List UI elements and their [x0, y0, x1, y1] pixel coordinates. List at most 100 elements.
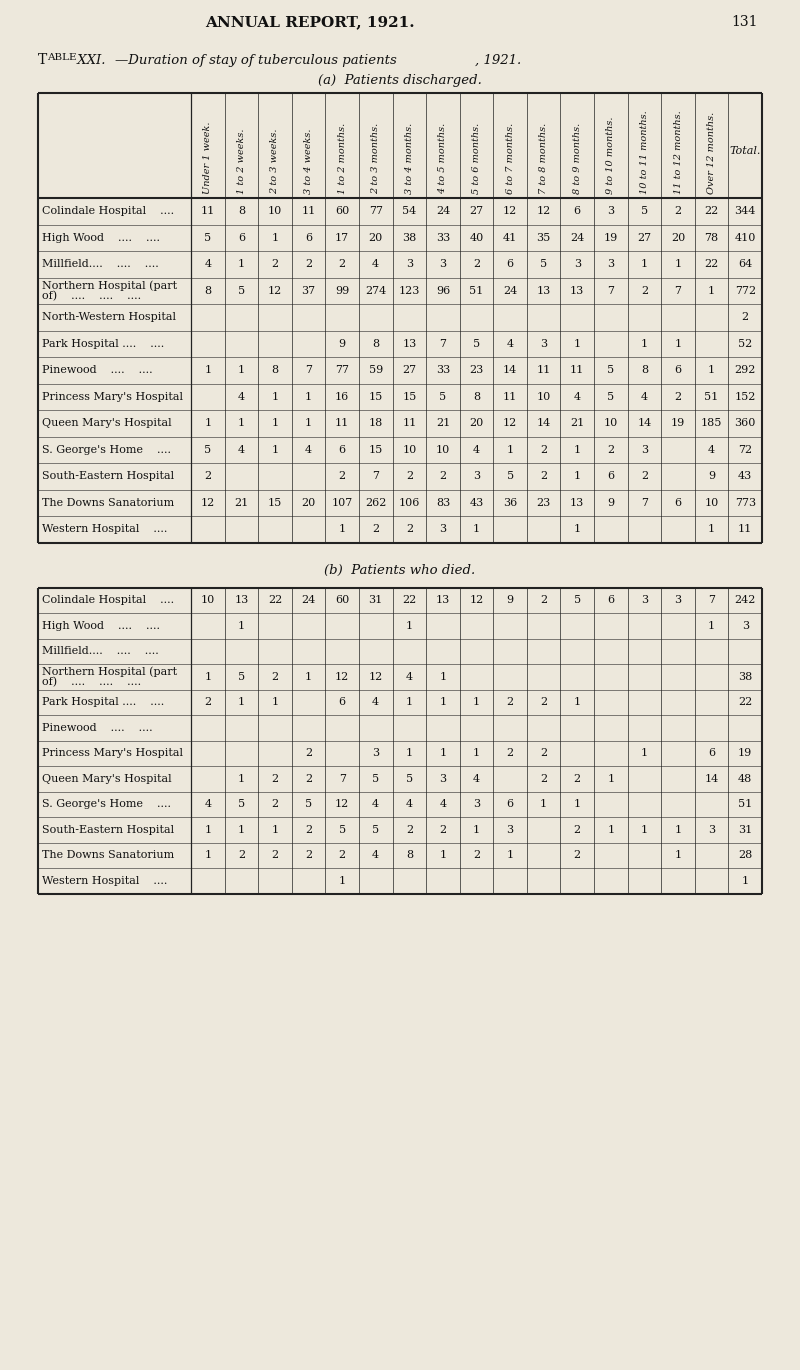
Text: 21: 21 — [436, 418, 450, 429]
Text: 6: 6 — [506, 799, 514, 810]
Text: 21: 21 — [234, 497, 249, 508]
Text: 7: 7 — [708, 595, 715, 606]
Text: 2: 2 — [439, 471, 446, 481]
Text: 131: 131 — [732, 15, 758, 29]
Text: 77: 77 — [335, 366, 349, 375]
Text: 8: 8 — [372, 338, 379, 349]
Text: 15: 15 — [402, 392, 417, 401]
Text: 6: 6 — [708, 748, 715, 758]
Text: 1: 1 — [204, 418, 211, 429]
Text: 52: 52 — [738, 338, 752, 349]
Text: Queen Mary's Hospital: Queen Mary's Hospital — [42, 418, 172, 429]
Text: 242: 242 — [734, 595, 756, 606]
Text: 12: 12 — [470, 595, 484, 606]
Text: 5: 5 — [406, 774, 413, 784]
Text: 40: 40 — [470, 233, 484, 242]
Text: 292: 292 — [734, 366, 756, 375]
Text: 18: 18 — [369, 418, 383, 429]
Text: 6: 6 — [674, 497, 682, 508]
Text: 2: 2 — [271, 671, 278, 682]
Text: 5: 5 — [305, 799, 312, 810]
Text: S. George's Home    ....: S. George's Home .... — [42, 799, 171, 810]
Text: 5: 5 — [607, 392, 614, 401]
Text: 1: 1 — [473, 697, 480, 707]
Text: 12: 12 — [369, 671, 383, 682]
Text: 107: 107 — [331, 497, 353, 508]
Text: 2: 2 — [271, 799, 278, 810]
Text: 2 to 3 months.: 2 to 3 months. — [371, 123, 380, 195]
Text: 1: 1 — [271, 392, 278, 401]
Text: 1: 1 — [674, 338, 682, 349]
Text: Northern Hospital (part: Northern Hospital (part — [42, 279, 177, 290]
Text: 2: 2 — [473, 851, 480, 860]
Text: 43: 43 — [738, 471, 752, 481]
Text: 6: 6 — [338, 697, 346, 707]
Text: 2: 2 — [305, 774, 312, 784]
Text: 3 to 4 weeks.: 3 to 4 weeks. — [304, 129, 313, 195]
Text: 1: 1 — [406, 748, 413, 758]
Text: 3: 3 — [674, 595, 682, 606]
Text: 11: 11 — [503, 392, 518, 401]
Text: 14: 14 — [537, 418, 551, 429]
Text: 1 to 2 months.: 1 to 2 months. — [338, 123, 346, 195]
Text: 185: 185 — [701, 418, 722, 429]
Text: 12: 12 — [537, 207, 551, 216]
Text: 1: 1 — [338, 875, 346, 886]
Text: 2: 2 — [540, 471, 547, 481]
Text: 51: 51 — [705, 392, 718, 401]
Text: 12: 12 — [335, 799, 350, 810]
Text: 1: 1 — [338, 525, 346, 534]
Text: 2: 2 — [238, 851, 245, 860]
Text: 8: 8 — [271, 366, 278, 375]
Text: 1: 1 — [204, 851, 211, 860]
Text: 4: 4 — [406, 671, 413, 682]
Text: 17: 17 — [335, 233, 350, 242]
Text: Over 12 months.: Over 12 months. — [707, 112, 716, 195]
Text: XXI.: XXI. — [73, 53, 106, 67]
Text: 24: 24 — [503, 286, 518, 296]
Text: 3 to 4 months.: 3 to 4 months. — [405, 123, 414, 195]
Text: 772: 772 — [734, 286, 756, 296]
Text: 410: 410 — [734, 233, 756, 242]
Text: 51: 51 — [738, 799, 752, 810]
Text: 33: 33 — [436, 366, 450, 375]
Text: 1: 1 — [271, 418, 278, 429]
Text: 6: 6 — [506, 259, 514, 270]
Text: 54: 54 — [402, 207, 417, 216]
Text: 59: 59 — [369, 366, 383, 375]
Text: 4: 4 — [204, 799, 211, 810]
Text: 4: 4 — [204, 259, 211, 270]
Text: 3: 3 — [406, 259, 413, 270]
Text: 1: 1 — [641, 748, 648, 758]
Text: 1: 1 — [238, 259, 245, 270]
Text: 11: 11 — [738, 525, 752, 534]
Text: 7: 7 — [439, 338, 446, 349]
Text: 5: 5 — [473, 338, 480, 349]
Text: 2: 2 — [506, 697, 514, 707]
Text: Princess Mary's Hospital: Princess Mary's Hospital — [42, 748, 183, 758]
Text: 10 to 11 months.: 10 to 11 months. — [640, 110, 649, 195]
Text: 8: 8 — [204, 286, 211, 296]
Text: 12: 12 — [503, 418, 518, 429]
Text: 10: 10 — [268, 207, 282, 216]
Text: 96: 96 — [436, 286, 450, 296]
Text: 3: 3 — [473, 799, 480, 810]
Text: 2: 2 — [574, 851, 581, 860]
Text: , 1921.: , 1921. — [475, 53, 522, 67]
Text: 7: 7 — [641, 497, 648, 508]
Text: 3: 3 — [506, 825, 514, 834]
Text: 4: 4 — [641, 392, 648, 401]
Text: 1: 1 — [574, 445, 581, 455]
Text: 2: 2 — [674, 207, 682, 216]
Text: 20: 20 — [470, 418, 484, 429]
Text: 11: 11 — [402, 418, 417, 429]
Text: 13: 13 — [402, 338, 417, 349]
Text: Park Hospital ....    ....: Park Hospital .... .... — [42, 338, 164, 349]
Text: 12: 12 — [503, 207, 518, 216]
Text: 21: 21 — [570, 418, 584, 429]
Text: 19: 19 — [738, 748, 752, 758]
Text: Northern Hospital (part: Northern Hospital (part — [42, 666, 177, 677]
Text: 1: 1 — [473, 825, 480, 834]
Text: Colindale Hospital    ....: Colindale Hospital .... — [42, 207, 174, 216]
Text: 2: 2 — [305, 748, 312, 758]
